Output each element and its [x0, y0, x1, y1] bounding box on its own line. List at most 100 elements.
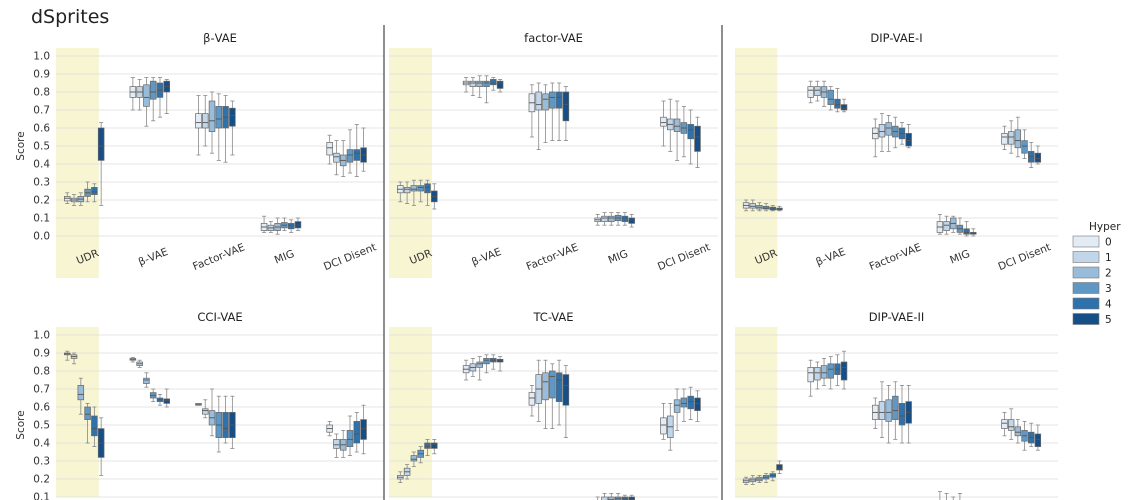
panel-title: TC-VAE: [532, 310, 573, 324]
box: [827, 363, 834, 379]
box: [417, 185, 424, 192]
box: [215, 106, 223, 129]
legend-label: 3: [1105, 283, 1112, 295]
box: [535, 91, 542, 111]
box: [762, 205, 770, 210]
x-tick-label: β-VAE: [814, 246, 847, 269]
y-tick-label: 0.6: [33, 402, 50, 414]
box: [892, 395, 899, 420]
x-tick-label: β-VAE: [137, 246, 170, 269]
y-tick-label: 0.1: [33, 492, 50, 500]
legend: Hyper 0 1 2 3 4 5: [1072, 221, 1121, 326]
y-tick-label: 0.5: [33, 420, 50, 432]
box: [820, 365, 828, 379]
box: [542, 372, 549, 401]
box: [694, 397, 701, 411]
box: [814, 86, 821, 96]
box: [1001, 133, 1008, 145]
box: [673, 118, 681, 132]
y-tick-label: 0.2: [33, 195, 50, 207]
box: [814, 367, 821, 381]
y-axis-label: Score: [15, 131, 27, 160]
box: [483, 80, 490, 87]
legend-label: 1: [1105, 252, 1112, 264]
box: [1007, 131, 1015, 145]
box: [143, 84, 150, 107]
box: [807, 367, 814, 383]
legend-label: 5: [1105, 314, 1112, 326]
panel-6: DIP-VAE-II: [735, 310, 1058, 500]
box: [195, 113, 202, 129]
box: [346, 430, 354, 447]
y-tick-label: 0.2: [33, 474, 50, 486]
x-tick-label: DCI Disent: [656, 241, 712, 273]
box: [680, 397, 688, 408]
box: [1021, 140, 1028, 154]
box: [91, 187, 98, 195]
figure-title: dSprites: [31, 6, 110, 28]
box: [333, 152, 340, 163]
legend-swatch: [1072, 313, 1100, 325]
x-tick-label: MIG: [273, 248, 296, 267]
box: [562, 374, 570, 406]
legend-label: 2: [1105, 268, 1112, 280]
panel-title: β-VAE: [203, 31, 237, 45]
box: [694, 125, 701, 152]
legend-swatch: [1072, 297, 1100, 310]
box: [528, 392, 536, 406]
box: [555, 372, 563, 402]
box: [202, 408, 209, 415]
box: [769, 206, 776, 211]
box: [549, 370, 556, 399]
box: [1014, 129, 1022, 149]
legend-label: 0: [1105, 237, 1112, 249]
box: [660, 116, 667, 127]
box: [542, 93, 549, 111]
x-tick-label: Factor-VAE: [868, 241, 923, 273]
y-tick-label: 0.6: [33, 123, 50, 135]
y-tick-label: 0.9: [33, 69, 50, 81]
box: [827, 89, 834, 105]
box: [333, 439, 340, 449]
y-tick-label: 1.0: [33, 51, 50, 63]
box: [431, 442, 438, 449]
x-tick-label: MIG: [948, 248, 971, 267]
box: [410, 455, 418, 462]
box: [483, 358, 490, 365]
highlight-band: [735, 327, 778, 497]
box: [608, 215, 615, 222]
y-tick-label: 1.0: [33, 330, 50, 342]
y-tick-label: 0.7: [33, 384, 50, 396]
box: [673, 399, 681, 413]
box: [149, 80, 157, 100]
box: [834, 98, 841, 109]
panel-5: TC-VAE: [389, 310, 718, 500]
y-tick-label: 0.0: [33, 231, 50, 243]
panel-title: DIP-VAE-I: [870, 31, 922, 45]
panel-title: CCI-VAE: [197, 310, 242, 324]
x-tick-label: β-VAE: [470, 246, 503, 269]
box: [898, 403, 906, 426]
y-tick-label: 0.9: [33, 348, 50, 360]
y-tick-label: 0.8: [33, 87, 50, 99]
box: [601, 215, 608, 222]
panel-title: DIP-VAE-II: [869, 310, 925, 324]
legend-swatch: [1072, 282, 1100, 294]
box: [346, 149, 354, 163]
y-axis-label: Score: [15, 410, 27, 439]
box: [202, 113, 209, 129]
box: [97, 127, 105, 161]
box: [555, 91, 563, 109]
box: [1001, 419, 1008, 429]
box: [687, 395, 694, 410]
y-tick-label: 0.8: [33, 366, 50, 378]
box: [660, 417, 667, 435]
y-tick-label: 0.4: [33, 438, 50, 450]
box: [326, 142, 333, 156]
x-tick-label: DCI Disent: [322, 241, 378, 273]
x-tick-label: Factor-VAE: [525, 241, 580, 273]
box: [628, 217, 635, 224]
legend-swatch: [1072, 235, 1100, 248]
